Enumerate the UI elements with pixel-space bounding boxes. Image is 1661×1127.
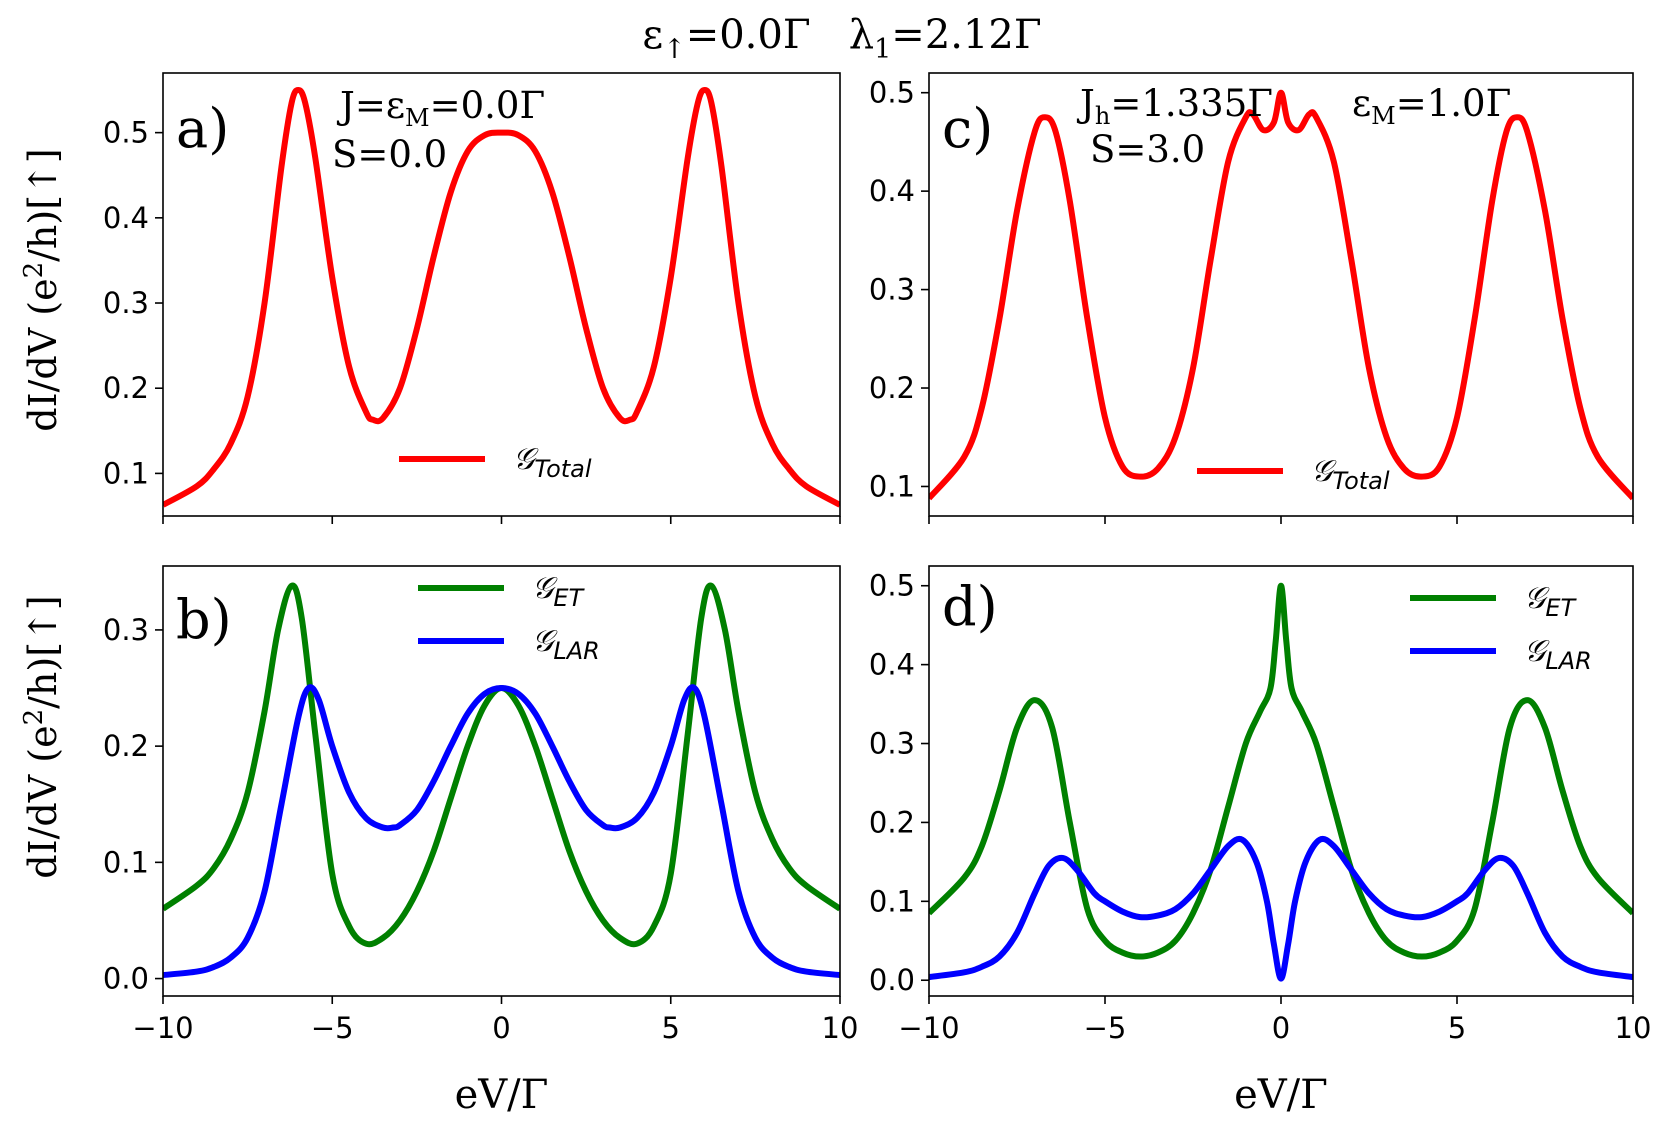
panel-c-legend-label-total: 𝒢Total	[1311, 454, 1390, 495]
annotation-part: S=3.0	[1090, 128, 1205, 171]
annotation-part: ε	[1352, 82, 1371, 125]
legend-sub: ET	[1545, 594, 1577, 622]
panel-b-xtick-label: 10	[822, 1011, 859, 1045]
panel-c-series-total-line	[929, 89, 1633, 501]
annotation-part: =1.335Γ	[1110, 82, 1273, 125]
legend-sub: Total	[1332, 467, 1389, 495]
panel-d-ytick-label: 0.5	[869, 569, 915, 603]
panel-d-legend-label-et: 𝒢ET	[1524, 581, 1578, 622]
panel-a-series-total-line	[163, 87, 840, 508]
panel-d-xtick-label: −5	[1084, 1011, 1127, 1045]
panels: 0.10.20.30.40.5 a) J=εM=0.0ΓS=0.0𝒢Total0.0…	[103, 72, 1652, 1118]
legend-sub: ET	[553, 584, 585, 612]
panel-a-ytick-label: 0.4	[103, 201, 149, 235]
panel-d-ytick-label: 0.3	[869, 727, 915, 761]
annotation-part: J	[1076, 82, 1095, 125]
panel-d-label: d)	[942, 575, 998, 638]
panel-c-ytick-label: 0.4	[869, 174, 915, 208]
panel-b-ytick-label: 0.3	[103, 613, 149, 647]
y-axis-label-top: dI/dV (e2/h)[↑]	[19, 148, 65, 431]
panel-d-x-axis-label: eV/Γ	[1234, 1072, 1328, 1118]
panel-c-ytick-label: 0.3	[869, 273, 915, 307]
panel-b-ytick-label: 0.0	[103, 962, 149, 996]
panel-c-ytick-label: 0.5	[869, 76, 915, 110]
panel-a-ytick-label: 0.2	[103, 371, 149, 405]
panel-d-xtick-label: −10	[898, 1011, 959, 1045]
panel-d-series-lar-line	[929, 835, 1633, 982]
annotation-part: S=0.0	[332, 133, 447, 176]
legend-sub: LAR	[1545, 647, 1591, 675]
panel-a-ytick-label: 0.3	[103, 286, 149, 320]
panel-d-ytick-label: 0.2	[869, 805, 915, 839]
panel-c-ytick-label: 0.2	[869, 371, 915, 405]
annotation-part: =0.0Γ	[430, 84, 546, 127]
panel-b-xtick-label: 0	[492, 1011, 510, 1045]
panel-b-xtick-label: 5	[662, 1011, 680, 1045]
panel-b-ytick-label: 0.1	[103, 845, 149, 879]
panel-d-legend-label-lar: 𝒢LAR	[1524, 634, 1592, 675]
panel-a-annotation: J=εM=0.0Γ	[336, 84, 545, 132]
panel-d-series-et-line	[929, 582, 1633, 960]
panel-d-xtick-label: 0	[1272, 1011, 1290, 1045]
panel-a-label: a)	[176, 97, 229, 160]
panel-d-ytick-label: 0.0	[869, 963, 915, 997]
panel-d-ytick-label: 0.1	[869, 884, 915, 918]
panel-b-x-axis-label: eV/Γ	[455, 1072, 549, 1118]
annotation-part: M	[405, 104, 430, 132]
figure-title: ε↑=0.0Γ λ1=2.12Γ	[642, 12, 1041, 65]
panel-c-annotation: εM=1.0Γ	[1352, 82, 1511, 130]
panel-d-ytick-label: 0.4	[869, 648, 915, 682]
annotation-part: M	[1371, 102, 1396, 130]
panel-b-label: b)	[176, 588, 232, 651]
panel-c-label: c)	[942, 97, 993, 160]
panel-c-annotation: S=3.0	[1090, 128, 1205, 171]
panel-b-series-lar-line	[163, 684, 840, 979]
legend-sub: Total	[534, 455, 591, 483]
panel-b-xtick-label: −5	[311, 1011, 354, 1045]
panel-a-ytick-label: 0.5	[103, 116, 149, 150]
panel-b-legend-label-lar: 𝒢LAR	[532, 624, 600, 665]
annotation-part: J=ε	[336, 84, 405, 127]
panel-b-xtick-label: −10	[132, 1011, 193, 1045]
y-axis-label-bottom: dI/dV (e2/h)[↑]	[19, 595, 65, 878]
panel-b-ytick-label: 0.2	[103, 729, 149, 763]
panel-d: 0.0 0.1 0.2 0.3 0.4 0.5 −10 −5 0 5 10 eV/Γ d) 𝒢ET 𝒢LAR	[869, 565, 1652, 1118]
annotation-part: h	[1095, 102, 1110, 130]
annotation-part: =1.0Γ	[1396, 82, 1512, 125]
panel-c-annotation: Jh=1.335Γ	[1076, 82, 1273, 130]
legend-sub: LAR	[553, 637, 599, 665]
panel-a-legend-label-total: 𝒢Total	[513, 442, 592, 483]
panel-d-xtick-label: 10	[1615, 1011, 1652, 1045]
panel-a-ytick-label: 0.1	[103, 456, 149, 490]
panel-d-xtick-label: 5	[1448, 1011, 1466, 1045]
panel-c-ytick-label: 0.1	[869, 469, 915, 503]
panel-a-annotation: S=0.0	[332, 133, 447, 176]
